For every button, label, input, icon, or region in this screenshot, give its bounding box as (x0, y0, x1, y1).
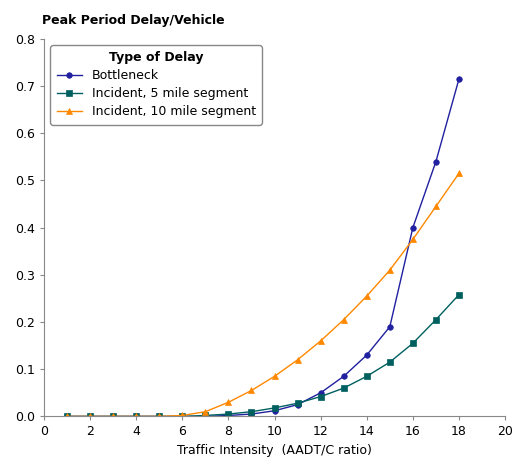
Bottleneck (295, 402, 301, 407)
Incident, 10 mile segment (341, 317, 347, 322)
Bottleneck (110, 413, 116, 419)
Incident, 5 mile segment (133, 413, 139, 419)
Bottleneck (225, 413, 232, 418)
Bottleneck (317, 390, 324, 396)
Line: Incident, 10 mile segment: Incident, 10 mile segment (63, 170, 463, 420)
Incident, 5 mile segment (87, 413, 93, 419)
Incident, 10 mile segment (179, 413, 185, 418)
Incident, 10 mile segment (317, 338, 324, 344)
Incident, 10 mile segment (156, 413, 163, 419)
X-axis label: Traffic Intensity  (AADT/C ratio): Traffic Intensity (AADT/C ratio) (177, 444, 372, 457)
Incident, 10 mile segment (410, 236, 416, 242)
Bottleneck (433, 159, 439, 164)
Incident, 5 mile segment (225, 411, 232, 417)
Line: Bottleneck: Bottleneck (64, 76, 462, 419)
Bottleneck (133, 413, 139, 419)
Bottleneck (64, 413, 70, 419)
Incident, 10 mile segment (202, 409, 209, 414)
Incident, 10 mile segment (386, 267, 393, 273)
Bottleneck (341, 373, 347, 379)
Bottleneck (364, 352, 370, 358)
Incident, 5 mile segment (156, 413, 163, 419)
Bottleneck (456, 76, 462, 82)
Bottleneck (248, 411, 254, 417)
Incident, 10 mile segment (271, 373, 278, 379)
Incident, 5 mile segment (179, 413, 185, 419)
Incident, 5 mile segment (110, 413, 116, 419)
Bottleneck (156, 413, 163, 419)
Incident, 5 mile segment (248, 409, 254, 414)
Incident, 10 mile segment (64, 413, 70, 419)
Incident, 5 mile segment (386, 359, 393, 365)
Incident, 5 mile segment (341, 385, 347, 391)
Incident, 10 mile segment (87, 413, 93, 419)
Incident, 10 mile segment (248, 388, 254, 393)
Incident, 5 mile segment (433, 317, 439, 322)
Incident, 5 mile segment (64, 413, 70, 419)
Bottleneck (179, 413, 185, 419)
Bottleneck (202, 413, 209, 419)
Incident, 5 mile segment (317, 394, 324, 399)
Legend: Bottleneck, Incident, 5 mile segment, Incident, 10 mile segment: Bottleneck, Incident, 5 mile segment, In… (50, 45, 262, 125)
Incident, 5 mile segment (202, 413, 209, 418)
Bottleneck (87, 413, 93, 419)
Incident, 10 mile segment (225, 399, 232, 405)
Incident, 10 mile segment (456, 170, 462, 176)
Incident, 10 mile segment (133, 413, 139, 419)
Incident, 5 mile segment (271, 405, 278, 411)
Text: Peak Period Delay/Vehicle: Peak Period Delay/Vehicle (42, 14, 225, 27)
Incident, 5 mile segment (295, 400, 301, 406)
Bottleneck (386, 324, 393, 329)
Incident, 10 mile segment (433, 203, 439, 209)
Incident, 5 mile segment (364, 373, 370, 379)
Incident, 10 mile segment (295, 357, 301, 362)
Incident, 10 mile segment (364, 293, 370, 299)
Bottleneck (410, 225, 416, 230)
Incident, 5 mile segment (456, 292, 462, 297)
Line: Incident, 5 mile segment: Incident, 5 mile segment (64, 292, 462, 419)
Incident, 10 mile segment (110, 413, 116, 419)
Incident, 5 mile segment (410, 340, 416, 346)
Bottleneck (271, 408, 278, 413)
